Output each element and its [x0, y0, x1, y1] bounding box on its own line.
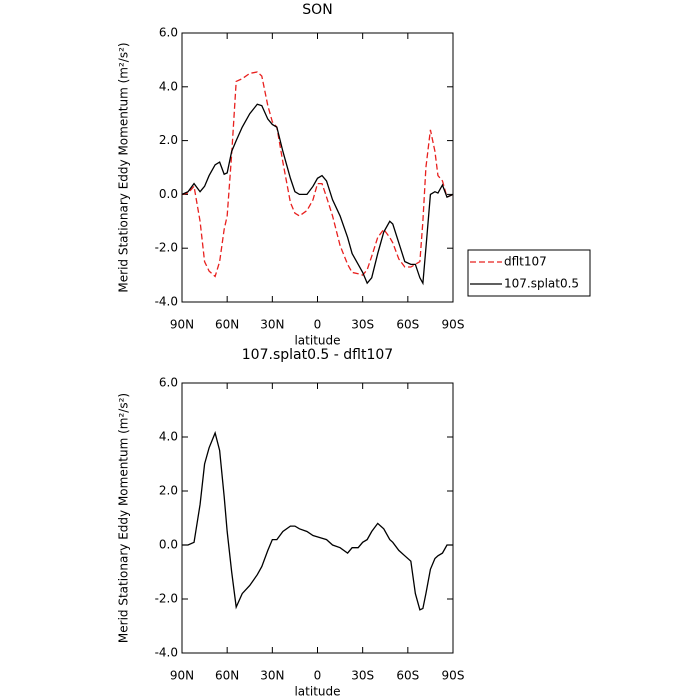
legend-box	[467, 249, 591, 297]
y-tick-label: 0.0	[159, 538, 178, 552]
legend-label: dflt107	[504, 255, 547, 269]
x-tick-label: 90N	[170, 318, 194, 332]
y-tick-label: -2.0	[155, 592, 178, 606]
y-tick-label: -4.0	[155, 646, 178, 660]
y-axis-label: Merid Stationary Eddy Momentum (m²/s²)	[117, 42, 131, 292]
x-tick-label: 30N	[260, 669, 284, 683]
x-axis-label: latitude	[294, 334, 340, 348]
x-tick-label: 60S	[396, 669, 419, 683]
y-tick-label: 6.0	[159, 376, 178, 390]
x-tick-label: 60N	[215, 669, 239, 683]
data-line	[181, 103, 454, 286]
y-axis-label: Merid Stationary Eddy Momentum (m²/s²)	[117, 393, 131, 643]
x-tick-label: 30N	[260, 318, 284, 332]
chart-title: 107.splat0.5 - dflt107	[242, 347, 393, 363]
x-tick-label: 0	[314, 669, 322, 683]
y-tick-label: 6.0	[159, 26, 178, 40]
x-tick-label: 0	[314, 318, 322, 332]
x-axis-label: latitude	[294, 685, 340, 699]
x-tick-label: 90N	[170, 669, 194, 683]
y-tick-label: 4.0	[159, 79, 178, 93]
plot-frame	[181, 32, 454, 303]
x-tick-label: 60N	[215, 318, 239, 332]
y-tick-label: 0.0	[159, 187, 178, 201]
y-tick-label: -2.0	[155, 241, 178, 255]
data-line	[182, 430, 453, 611]
data-line	[181, 71, 454, 278]
x-tick-label: 30S	[351, 669, 374, 683]
y-tick-label: 2.0	[159, 133, 178, 147]
x-tick-label: 90S	[442, 318, 465, 332]
chart-title: SON	[302, 2, 332, 18]
y-tick-label: -4.0	[155, 295, 178, 309]
x-tick-label: 60S	[396, 318, 419, 332]
x-tick-label: 90S	[442, 669, 465, 683]
y-tick-label: 2.0	[159, 484, 178, 498]
plot-frame	[181, 382, 454, 654]
x-tick-label: 30S	[351, 318, 374, 332]
legend-label: 107.splat0.5	[504, 277, 579, 291]
y-tick-label: 4.0	[159, 430, 178, 444]
